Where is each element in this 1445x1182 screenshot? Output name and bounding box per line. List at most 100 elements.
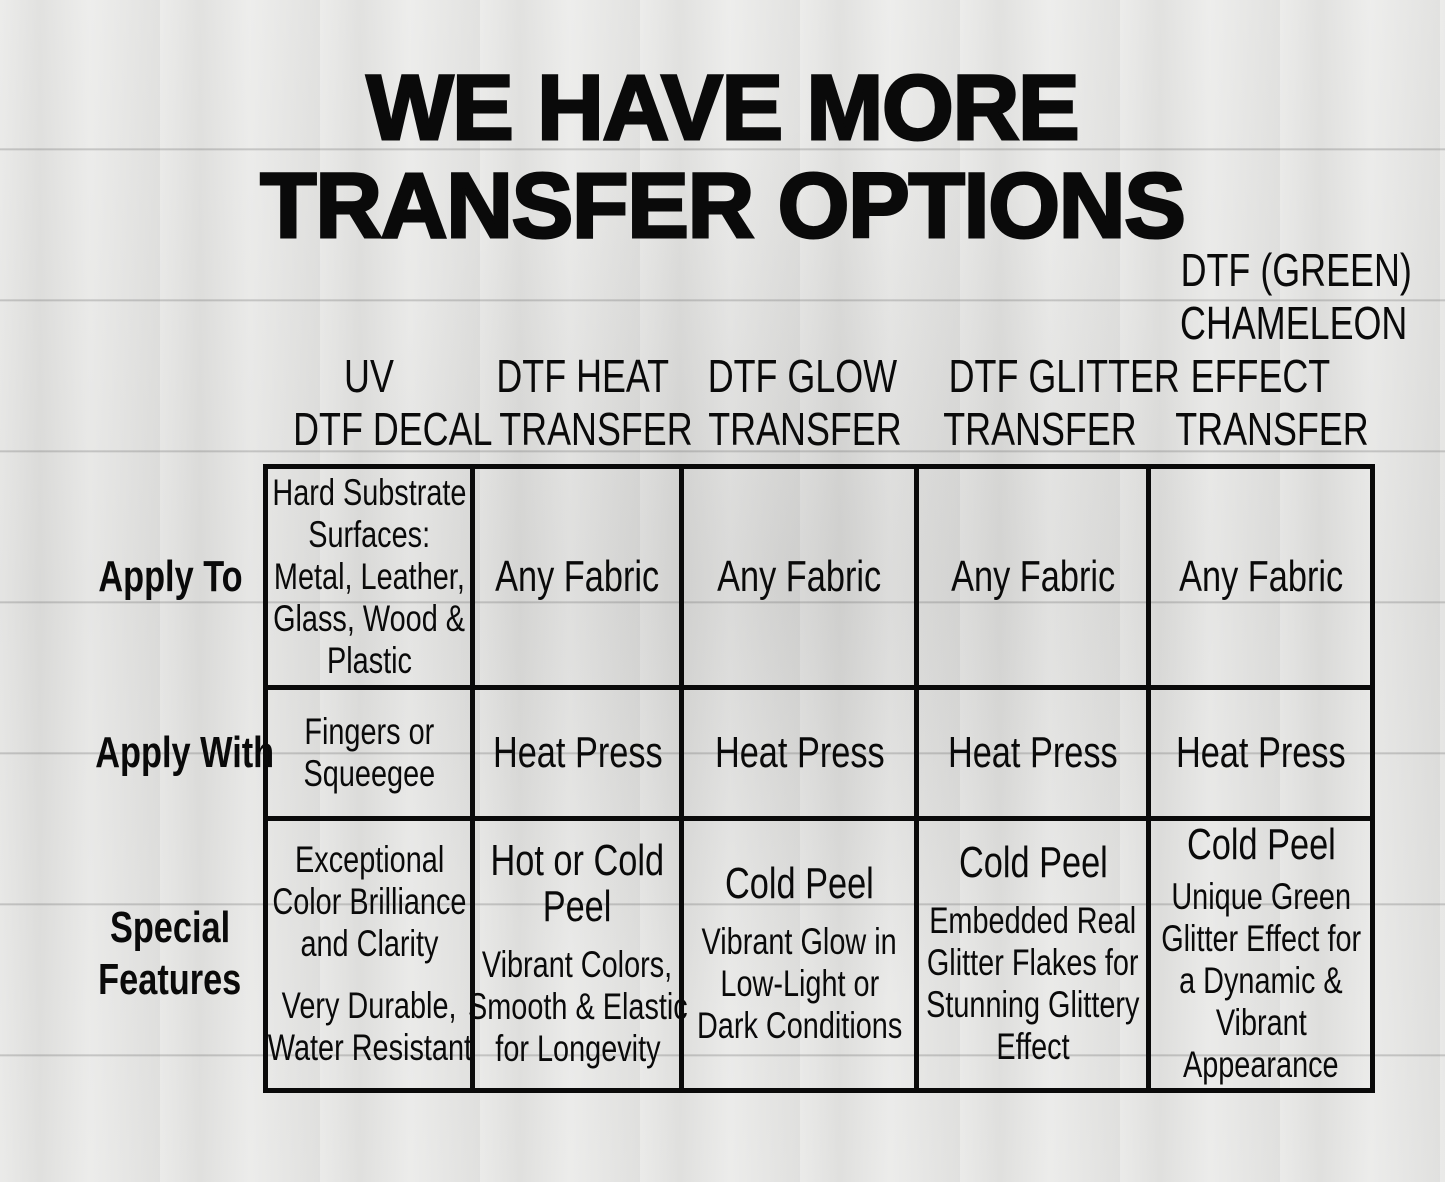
table-vertical-line xyxy=(470,464,475,1092)
table-cell: Cold Peel Unique Green Glitter Effect for a… xyxy=(1152,822,1370,1086)
cell-line: Appearance xyxy=(1161,1044,1361,1086)
column-header-line-text: UV xyxy=(343,350,394,402)
cell-line: Glitter Effect for xyxy=(1133,918,1389,960)
cell-heading: Cold Peel xyxy=(704,861,895,907)
column-header-line: TRANSFER xyxy=(472,403,692,456)
column-header-line: EFFECT xyxy=(1148,350,1372,403)
table-horizontal-line xyxy=(263,1088,1375,1093)
table-horizontal-line xyxy=(263,816,1375,821)
cell-line-text: Very Durable, xyxy=(282,985,457,1026)
cell-heading: Hot or Cold xyxy=(466,838,689,884)
cell-line-text: Hard Substrate xyxy=(272,471,467,513)
cell-line-text: Squeegee xyxy=(303,752,436,794)
column-header: DTF GLITTER TRANSFER xyxy=(916,350,1180,456)
page-title-line-1: WE HAVE MORE xyxy=(365,57,1081,159)
row-label-line: Special xyxy=(70,902,270,954)
cell-line-text: Exceptional xyxy=(294,839,445,880)
page-title-line-2: TRANSFER OPTIONS xyxy=(259,155,1187,257)
row-label: Apply With xyxy=(70,727,274,779)
table-cell: Any Fabric xyxy=(476,470,679,683)
cell-line-text: Metal, Leather, xyxy=(274,555,465,597)
cell-line: Smooth & Elastic xyxy=(437,986,719,1028)
cell-line: Color Brilliance xyxy=(245,881,494,923)
cell-heading-text: Peel xyxy=(543,882,612,931)
cell-line: Stunning Glittery xyxy=(896,984,1170,1026)
cell-line: Plastic xyxy=(315,640,424,682)
row-label-line-text: Special xyxy=(109,903,231,952)
cell-line-text: Surfaces: xyxy=(308,513,431,555)
cell-line: Very Durable, xyxy=(257,985,481,1027)
cell-line-text: and Clarity xyxy=(300,923,439,964)
column-header-line-text: DTF GLITTER xyxy=(948,350,1180,402)
cell-line: Any Fabric xyxy=(1156,551,1366,601)
column-header-line: DTF HEAT xyxy=(472,350,681,403)
column-header-line-text: TRANSFER xyxy=(943,403,1137,455)
cell-line: Heat Press xyxy=(924,727,1142,777)
row-label: Special Features xyxy=(70,902,270,1006)
cell-line-text: Dark Conditions xyxy=(696,1005,903,1046)
cell-line-text: Low-Light or xyxy=(720,963,879,1004)
cell-line-text: Fingers or xyxy=(304,710,435,752)
table-cell: Any Fabric xyxy=(920,470,1146,683)
column-header-line-text: TRANSFER xyxy=(499,403,693,455)
cell-heading: Peel xyxy=(533,884,621,930)
cell-line-text: Unique Green xyxy=(1171,876,1351,917)
table-cell: Heat Press xyxy=(1152,691,1370,814)
table-vertical-line xyxy=(914,464,919,1092)
column-header-line: DTF GLOW xyxy=(681,350,916,403)
table-cell: Any Fabric xyxy=(685,470,914,683)
cell-line: and Clarity xyxy=(281,923,458,965)
cell-line: Water Resistant xyxy=(239,1027,501,1069)
cell-line: for Longevity xyxy=(472,1028,684,1070)
column-header-line: TRANSFER xyxy=(681,403,916,456)
watermark-logo xyxy=(330,120,1230,1020)
table-horizontal-line xyxy=(263,464,1375,469)
cell-line: Any Fabric xyxy=(694,553,904,600)
cell-line: Effect xyxy=(986,1026,1080,1068)
cell-line-text: Effect xyxy=(996,1026,1070,1067)
cell-heading-text: Cold Peel xyxy=(1186,820,1336,869)
cell-line: Embedded Real xyxy=(900,900,1165,942)
cell-line-text: Appearance xyxy=(1183,1044,1339,1085)
cell-line-text: Heat Press xyxy=(714,727,885,777)
cell-line: Vibrant Colors, xyxy=(455,944,699,986)
cell-line: Exceptional xyxy=(274,839,465,881)
table-cell: Hot or Cold Peel Vibrant Colors, Smooth & E… xyxy=(468,822,688,1086)
column-header-line-text: EFFECT xyxy=(1190,350,1330,402)
table-vertical-line xyxy=(1146,464,1151,1092)
table-vertical-line xyxy=(679,464,684,1092)
cell-line: Vibrant Glow in xyxy=(674,921,924,963)
row-label-line: Apply With xyxy=(70,727,274,779)
cell-line-text: Heat Press xyxy=(492,727,663,777)
cell-line: Heat Press xyxy=(469,727,687,777)
column-header-line: TRANSFER xyxy=(916,403,1148,456)
table-cell: Hard Substrate Surfaces: Metal, Leather, Gl… xyxy=(269,470,470,683)
table-cell: Heat Press xyxy=(920,691,1146,814)
cell-line-text: Vibrant Glow in xyxy=(701,921,898,962)
cell-line-text: Color Brilliance xyxy=(272,881,467,922)
column-header-line: CHAMELEON xyxy=(1148,297,1407,350)
cell-line-text: Plastic xyxy=(326,639,412,681)
column-header: DTF GLOW TRANSFER xyxy=(681,350,916,456)
cell-line-text: Heat Press xyxy=(948,727,1118,777)
cell-line: Heat Press xyxy=(1152,727,1370,777)
table-vertical-line xyxy=(263,464,268,1092)
column-header-line-text: TRANSFER xyxy=(708,403,902,455)
cell-line: Squeegee xyxy=(285,753,454,795)
cell-line-text: a Dynamic & xyxy=(1179,960,1343,1001)
cell-line: Metal, Leather, xyxy=(247,556,492,598)
cell-line-text: Heat Press xyxy=(1176,727,1346,777)
cell-line-text: Any Fabric xyxy=(1178,551,1344,601)
column-header-line-text: CHAMELEON xyxy=(1180,297,1408,349)
cell-heading-text: Cold Peel xyxy=(958,838,1108,887)
cell-line-text: Vibrant xyxy=(1215,1002,1307,1043)
cell-line: Surfaces: xyxy=(291,514,447,556)
table-cell: Heat Press xyxy=(685,691,914,814)
cell-line-text: Stunning Glittery xyxy=(926,984,1140,1025)
column-header-line-text: DTF DECAL xyxy=(293,403,493,455)
column-header-line: DTF GLITTER xyxy=(916,350,1180,403)
cell-line-text: Vibrant Colors, xyxy=(482,944,673,985)
cell-line-text: Any Fabric xyxy=(495,551,660,601)
table-cell: Cold Peel Vibrant Glow in Low-Light or Dark… xyxy=(685,822,914,1086)
table-vertical-line xyxy=(1370,464,1375,1092)
